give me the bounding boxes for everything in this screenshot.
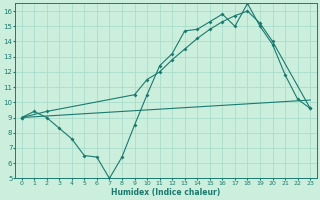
X-axis label: Humidex (Indice chaleur): Humidex (Indice chaleur) [111,188,220,197]
